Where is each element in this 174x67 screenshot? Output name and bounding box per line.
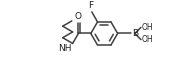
Text: F: F xyxy=(88,1,93,11)
Text: B: B xyxy=(132,29,138,38)
Text: OH: OH xyxy=(142,35,153,44)
Text: OH: OH xyxy=(142,23,153,32)
Text: NH: NH xyxy=(58,44,72,53)
Text: O: O xyxy=(75,12,82,21)
